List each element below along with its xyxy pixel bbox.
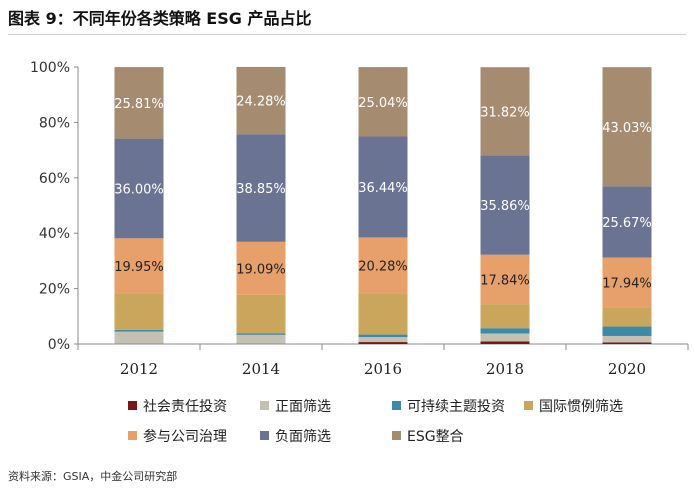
data-label: 35.86% bbox=[480, 199, 530, 214]
bar-segment-2018-2 bbox=[480, 328, 530, 334]
title-divider bbox=[8, 34, 686, 35]
data-label: 38.85% bbox=[236, 182, 286, 197]
legend-label: 社会责任投资 bbox=[143, 399, 227, 415]
stacked-bar-chart: 0% 20% 40% 60% 80% 100% 2012 2014 2016 2018 2020 19… bbox=[30, 60, 689, 445]
data-label: 25.04% bbox=[358, 96, 408, 111]
legend-swatch bbox=[128, 401, 137, 410]
bar-segment-2020-0 bbox=[602, 342, 652, 344]
bar-segment-2016-0 bbox=[358, 342, 408, 344]
x-tick-label: 2018 bbox=[486, 360, 524, 378]
legend-swatch bbox=[392, 401, 401, 410]
bar-segment-2014-2 bbox=[236, 333, 286, 335]
legend-label: 可持续主题投资 bbox=[407, 398, 505, 415]
data-label: 24.28% bbox=[236, 95, 286, 110]
bar-segment-2020-2 bbox=[602, 326, 652, 336]
bar-segment-2014-5 bbox=[236, 134, 286, 242]
y-tick-label: 0% bbox=[48, 337, 70, 353]
bar-segment-2016-3 bbox=[358, 293, 408, 335]
legend-label: 正面筛选 bbox=[275, 399, 331, 415]
legend-label: 国际惯例筛选 bbox=[539, 398, 623, 415]
bar-segment-2012-1 bbox=[114, 331, 164, 344]
data-label: 20.28% bbox=[358, 259, 408, 274]
bar-segment-2014-4 bbox=[236, 241, 286, 295]
bar-segment-2018-4 bbox=[480, 254, 530, 305]
data-label: 25.67% bbox=[602, 216, 652, 231]
y-tick-label: 60% bbox=[39, 171, 70, 187]
y-tick-label: 20% bbox=[39, 282, 70, 298]
bar-segment-2012-2 bbox=[114, 329, 164, 332]
figure-title: 图表 9：不同年份各类策略 ESG 产品占比 bbox=[8, 6, 688, 32]
bar-segment-2020-1 bbox=[602, 335, 652, 343]
bar-segment-2014-3 bbox=[236, 294, 286, 334]
y-tick-label: 100% bbox=[30, 60, 70, 76]
legend-label: 参与公司治理 bbox=[143, 428, 227, 445]
x-tick-label: 2016 bbox=[364, 360, 402, 378]
bar-segment-2014-6 bbox=[236, 66, 286, 135]
data-label: 17.84% bbox=[480, 273, 530, 288]
bar-segment-2012-6 bbox=[114, 67, 164, 139]
y-tick-label: 40% bbox=[39, 226, 70, 242]
source-note: 资料来源：GSIA，中金公司研究部 bbox=[8, 470, 178, 483]
figure-title-prefix: 图表 9： bbox=[8, 9, 73, 28]
data-label: 31.82% bbox=[480, 105, 530, 120]
legend-swatch bbox=[128, 431, 137, 440]
bar-segment-2018-6 bbox=[480, 67, 530, 156]
x-tick-label: 2014 bbox=[242, 360, 280, 378]
data-label: 19.95% bbox=[114, 260, 164, 275]
data-label: 43.03% bbox=[602, 121, 652, 136]
bar-segment-2016-4 bbox=[358, 237, 408, 294]
legend-label: ESG整合 bbox=[407, 429, 464, 445]
y-tick-label: 80% bbox=[39, 115, 70, 131]
bar-segment-2012-5 bbox=[114, 138, 164, 239]
bar-segment-2020-4 bbox=[602, 257, 652, 308]
x-tick-label: 2012 bbox=[120, 360, 158, 378]
bar-segment-2012-4 bbox=[114, 238, 164, 294]
data-label: 36.44% bbox=[358, 181, 408, 196]
legend-label: 负面筛选 bbox=[275, 429, 331, 445]
bar-segment-2020-5 bbox=[602, 186, 652, 258]
bar-segment-2016-1 bbox=[358, 337, 408, 343]
data-label: 17.94% bbox=[602, 276, 652, 291]
legend-swatch bbox=[260, 431, 269, 440]
bar-segment-2018-3 bbox=[480, 304, 530, 329]
legend-swatch bbox=[524, 401, 533, 410]
bar-segment-2018-0 bbox=[480, 341, 530, 344]
bar-segment-2012-3 bbox=[114, 293, 164, 330]
bar-segment-2020-6 bbox=[602, 67, 652, 187]
data-label: 19.09% bbox=[236, 262, 286, 277]
bar-segment-2018-1 bbox=[480, 333, 530, 342]
bar-segment-2018-5 bbox=[480, 155, 530, 255]
legend-swatch bbox=[392, 431, 401, 440]
data-label: 25.81% bbox=[114, 97, 164, 112]
bar-segment-2016-5 bbox=[358, 136, 408, 238]
figure-title-main: 不同年份各类策略 ESG 产品占比 bbox=[72, 9, 312, 28]
bar-segment-2016-6 bbox=[358, 67, 408, 137]
bar-segment-2014-1 bbox=[236, 334, 286, 344]
bar-segment-2020-3 bbox=[602, 307, 652, 327]
data-label: 36.00% bbox=[114, 182, 164, 197]
x-tick-label: 2020 bbox=[608, 360, 646, 378]
bar-segment-2016-2 bbox=[358, 334, 408, 338]
legend-swatch bbox=[260, 401, 269, 410]
